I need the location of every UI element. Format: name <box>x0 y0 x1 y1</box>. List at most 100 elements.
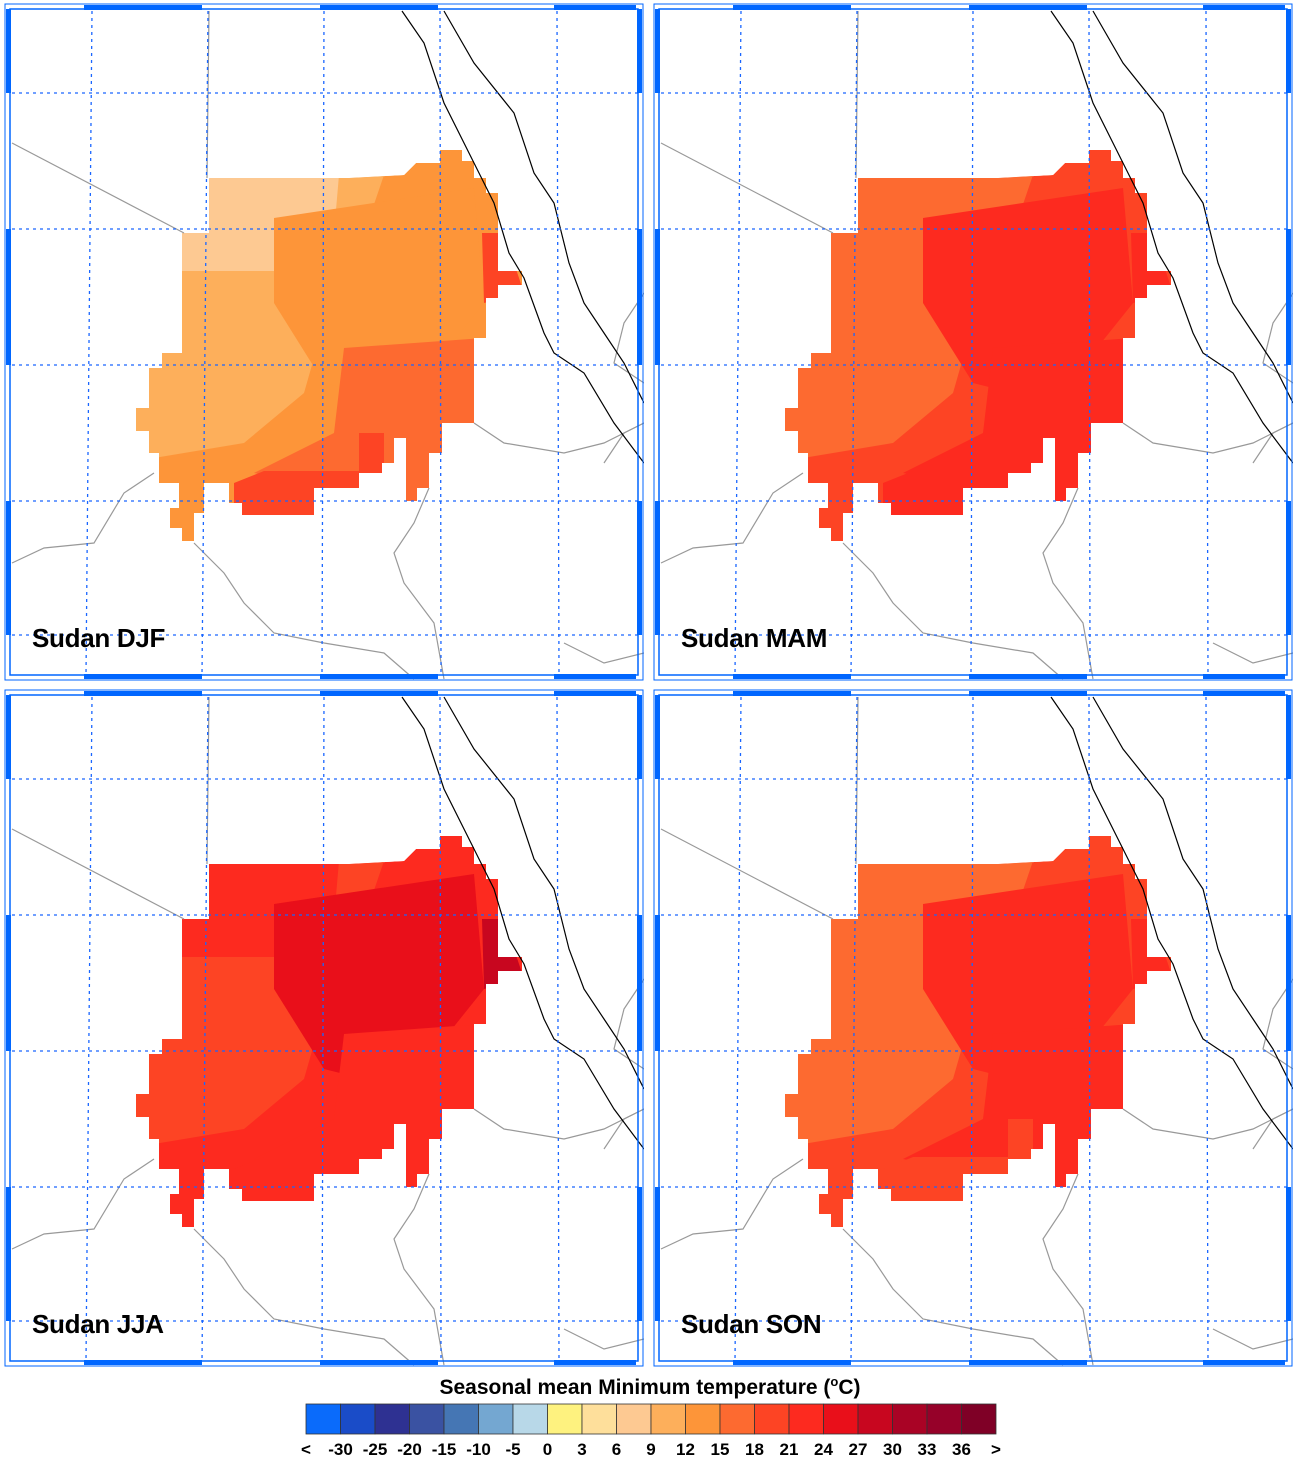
coastline <box>1092 696 1293 1090</box>
colorbar-box <box>512 1403 548 1435</box>
colorbar-box <box>650 1403 686 1435</box>
country-border <box>11 828 185 920</box>
colorbar-box <box>547 1403 583 1435</box>
colorbar-tick-label: 33 <box>917 1440 937 1459</box>
frame-tick <box>637 229 642 365</box>
frame-tick <box>1203 691 1285 696</box>
country-border <box>855 10 859 179</box>
colorbar-tick-label: -30 <box>328 1440 353 1459</box>
frame-tick <box>655 1187 660 1321</box>
frame-tick <box>84 1360 202 1365</box>
grid-meridian <box>1205 696 1209 1362</box>
grid-meridian <box>321 696 325 1362</box>
panel-title: Sudan MAM <box>681 623 828 653</box>
frame-tick <box>1286 501 1291 635</box>
colorbar-tick-label: 21 <box>779 1440 799 1459</box>
grid-meridian <box>439 696 442 1362</box>
frame-tick <box>84 5 202 10</box>
colorbar-box <box>685 1403 721 1435</box>
country-border <box>842 1228 1064 1366</box>
colorbar-box <box>926 1403 962 1435</box>
frame-tick <box>733 5 851 10</box>
frame-tick <box>6 1187 11 1321</box>
frame-tick <box>1286 915 1291 1051</box>
grid-meridian <box>734 696 742 1362</box>
map-svg <box>653 3 1293 681</box>
map-panel-son: Sudan SON <box>653 689 1293 1367</box>
grid-meridian <box>734 10 742 676</box>
country-border <box>1122 1108 1293 1140</box>
frame-tick <box>6 915 11 1051</box>
frame-tick <box>655 229 660 365</box>
zone-southeast <box>903 338 1133 513</box>
colorbar-tick-label: -5 <box>505 1440 521 1459</box>
grid-meridian <box>201 696 209 1362</box>
outer-frame <box>4 689 644 1367</box>
colorbar-tick-label: -10 <box>466 1440 491 1459</box>
colorbar-tick-label: -20 <box>397 1440 422 1459</box>
zone-southeast <box>254 1024 484 1199</box>
frame-tick <box>554 691 636 696</box>
map-panel-jja: Sudan JJA <box>4 689 644 1367</box>
grid-meridian <box>850 696 858 1362</box>
frame-tick <box>320 1360 438 1365</box>
temperature-field <box>136 150 522 541</box>
panel-title: Sudan JJA <box>32 1309 164 1339</box>
frame-tick <box>554 1360 636 1365</box>
frame-tick <box>84 674 202 679</box>
frame-tick <box>637 9 642 93</box>
outer-frame <box>4 3 644 681</box>
temperature-field <box>785 150 1171 541</box>
colorbar-box <box>961 1403 997 1435</box>
frame-tick <box>1286 695 1291 779</box>
grid-meridian <box>201 10 209 676</box>
colorbar-box <box>305 1403 341 1435</box>
frame-tick <box>1286 229 1291 365</box>
colorbar <box>305 1403 997 1435</box>
colorbar-tick-label: < <box>301 1440 311 1459</box>
frame-tick <box>6 9 11 93</box>
country-border <box>660 828 834 920</box>
colorbar-box <box>719 1403 755 1435</box>
frame-tick <box>733 691 851 696</box>
grid-meridian <box>321 10 325 676</box>
frame-tick <box>554 674 636 679</box>
grid-meridian <box>970 696 974 1362</box>
country-border <box>206 10 210 179</box>
country-border <box>1042 1173 1094 1366</box>
temperature-field <box>785 836 1171 1227</box>
country-border <box>206 696 210 865</box>
frame-tick <box>1203 5 1285 10</box>
frame-tick <box>320 5 438 10</box>
colorbar-box <box>754 1403 790 1435</box>
frame-tick <box>969 1360 1087 1365</box>
country-border <box>393 487 445 680</box>
panel-title: Sudan SON <box>681 1309 822 1339</box>
colorbar-tick-label: > <box>991 1440 1001 1459</box>
frame-tick <box>655 501 660 635</box>
frame-tick <box>637 695 642 779</box>
temperature-field <box>136 836 522 1227</box>
country-border <box>660 1158 804 1250</box>
map-svg <box>653 689 1293 1367</box>
frame-tick <box>1286 9 1291 93</box>
frame-tick <box>969 674 1087 679</box>
grid-meridian <box>1088 696 1091 1362</box>
frame-tick <box>969 691 1087 696</box>
colorbar-box <box>478 1403 514 1435</box>
colorbar-box <box>443 1403 479 1435</box>
colorbar-tick-label: 9 <box>646 1440 656 1459</box>
country-border <box>1122 422 1293 454</box>
zone-southeast <box>254 338 484 513</box>
colorbar-tick-label: 27 <box>848 1440 868 1459</box>
colorbar-title: Seasonal mean Minimum temperature (oC) <box>439 1374 861 1399</box>
frame-tick <box>637 915 642 1051</box>
map-panel-djf: Sudan DJF <box>4 3 644 681</box>
country-border <box>193 1228 415 1366</box>
frame-tick <box>655 9 660 93</box>
grid-meridian <box>85 10 93 676</box>
country-border <box>660 142 834 234</box>
colorbar-tick-label: 18 <box>745 1440 764 1459</box>
colorbar-box <box>823 1403 859 1435</box>
frame-tick <box>969 5 1087 10</box>
